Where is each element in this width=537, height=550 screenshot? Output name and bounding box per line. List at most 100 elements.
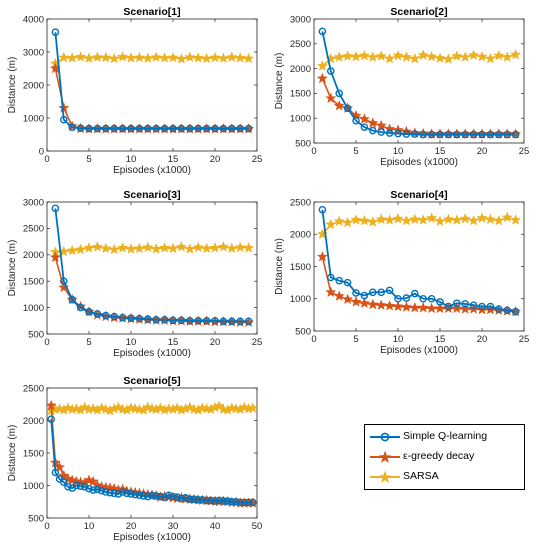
data-point-eps [400,301,413,312]
plot-area [46,201,258,335]
y-tick-label: 1500 [290,262,311,273]
data-point-q [452,130,461,139]
data-point-q [402,294,411,302]
data-point-sarsa [192,52,204,63]
data-point-sarsa [150,51,162,63]
data-point-q [232,497,240,506]
data-point-q [118,313,127,322]
data-point-q [352,116,360,125]
y-tick-label: 1500 [290,89,311,100]
data-point-sarsa [476,50,488,62]
data-point-sarsa [184,51,196,63]
data-point-sarsa [242,242,255,253]
data-point-q [419,130,428,139]
data-point-sarsa [209,242,221,253]
chart-title: Scenario[1] [123,6,180,18]
data-point-sarsa [501,51,513,62]
y-axis-label: Distance (m) [274,238,285,295]
data-point-sarsa [175,53,188,64]
data-point-q [236,317,244,326]
data-point-q [51,468,60,477]
x-axis-label: Episodes (x1000) [113,165,191,176]
data-point-q [110,312,118,321]
data-point-q [177,494,186,503]
data-point-q [377,128,386,136]
data-point-sarsa [234,241,246,253]
legend: Simple Q-learning ε-greedy decay SARSA [364,424,525,490]
data-point-q [469,301,478,310]
data-point-sarsa [108,243,120,255]
data-point-q [318,27,327,36]
x-tick-label: 10 [126,337,137,348]
data-point-q [368,288,377,297]
data-point-q [244,498,253,507]
series-line-q [54,208,249,323]
data-point-q [110,489,118,498]
data-group [49,28,255,134]
y-tick-label: 2000 [290,64,311,75]
y-tick-label: 3000 [290,14,311,25]
data-point-sarsa [184,243,196,254]
data-point-q [503,306,512,315]
data-point-q [202,496,211,505]
legend-item-sarsa: SARSA [365,467,524,487]
y-tick-label: 2000 [23,80,44,91]
x-axis-label: Episodes (x1000) [113,532,191,543]
x-tick-label: 20 [210,337,221,348]
y-tick-label: 1000 [23,113,44,124]
x-tick-label: 15 [168,154,179,165]
y-tick-label: 500 [28,513,44,524]
data-point-sarsa [358,49,371,61]
data-point-q [227,317,236,326]
data-point-q [335,276,344,285]
data-point-q [461,300,470,308]
data-point-sarsa [100,51,112,63]
data-point-sarsa [58,51,70,63]
data-point-eps [58,281,70,293]
data-point-sarsa [375,50,387,61]
data-point-q [215,496,223,505]
data-point-q [444,130,453,139]
data-point-sarsa [350,214,362,225]
data-point-sarsa [108,52,120,64]
data-point-q [131,490,139,499]
y-tick-label: 3000 [23,197,44,208]
data-point-q [352,289,360,297]
data-point-sarsa [167,242,179,254]
data-point-q [360,123,369,131]
data-point-q [169,316,177,325]
x-tick-label: 10 [126,154,137,165]
data-point-q [173,493,181,502]
data-point-sarsa [175,240,188,252]
data-point-q [160,124,169,133]
data-point-q [478,130,486,139]
data-point-q [102,124,110,133]
data-point-q [164,491,173,500]
data-point-sarsa [467,214,480,226]
data-point-sarsa [459,212,471,224]
data-group [47,399,257,508]
data-point-q [152,124,160,133]
data-point-sarsa [375,213,387,225]
legend-item-q: Simple Q-learning [365,427,524,447]
data-point-sarsa [242,52,255,64]
data-point-sarsa [459,51,471,62]
data-point-q [185,124,194,133]
legend-swatch-q [370,432,400,442]
data-point-q [85,308,93,316]
data-point-q [223,497,232,505]
data-point-q [185,316,194,325]
data-point-sarsa [442,213,455,225]
x-tick-label: 25 [252,154,263,165]
data-point-sarsa [383,214,396,225]
data-point-eps [409,127,421,138]
data-point-q [143,124,152,133]
data-point-q [135,124,144,133]
data-point-sarsa [501,211,513,223]
data-point-sarsa [234,52,246,63]
data-point-sarsa [476,212,488,223]
data-point-sarsa [316,60,329,71]
data-point-sarsa [417,49,429,60]
data-point-sarsa [66,52,78,63]
data-point-q [244,317,253,326]
